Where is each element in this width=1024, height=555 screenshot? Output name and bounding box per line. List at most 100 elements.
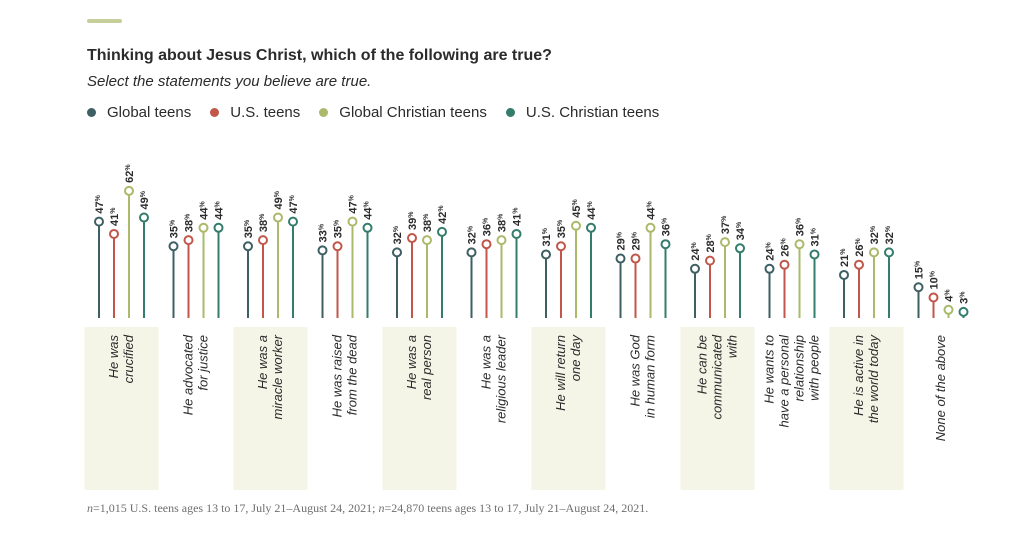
lollipop-point xyxy=(407,233,417,244)
lollipop-point xyxy=(943,304,954,315)
data-label: 38% xyxy=(422,213,434,232)
data-label-value: 32 xyxy=(884,232,896,244)
data-label-suffix: % xyxy=(691,242,698,249)
data-label-suffix: % xyxy=(766,242,773,249)
data-label: 39% xyxy=(407,211,419,230)
legend-swatch xyxy=(505,108,515,117)
data-label-suffix: % xyxy=(855,237,862,244)
lollipop-point xyxy=(422,235,432,246)
data-label-suffix: % xyxy=(915,260,922,267)
data-label-suffix: % xyxy=(125,164,132,171)
category-label-line: He wants to xyxy=(762,335,777,404)
data-label-value: 44 xyxy=(199,207,211,220)
category-label-line: He was a xyxy=(479,335,494,389)
category-label: He was amiracle worker xyxy=(255,334,285,419)
data-label: 37% xyxy=(720,215,732,234)
data-label: 47% xyxy=(288,194,300,213)
data-label: 38% xyxy=(497,213,509,232)
data-label-value: 32 xyxy=(392,232,404,244)
data-label-value: 38 xyxy=(184,220,196,232)
category-label-line: He was God xyxy=(628,334,643,406)
data-label: 24% xyxy=(765,242,777,261)
data-label-suffix: % xyxy=(721,215,728,222)
data-label-suffix: % xyxy=(811,227,818,234)
data-label: 26% xyxy=(854,237,866,256)
data-label: 10% xyxy=(929,270,941,289)
lollipop-point xyxy=(332,241,343,252)
data-label: 38% xyxy=(184,213,196,232)
category-label: He wascrucified xyxy=(106,334,136,383)
lollipop-point xyxy=(437,226,447,237)
data-label: 35% xyxy=(333,219,345,238)
footnote: n=1,015 U.S. teens ages 13 to 17, July 2… xyxy=(87,501,648,516)
lollipop-point xyxy=(392,247,402,258)
data-label-suffix: % xyxy=(587,201,594,208)
category-label: None of the above xyxy=(933,335,948,441)
data-label: 44% xyxy=(646,201,658,220)
lollipop-point xyxy=(869,247,879,258)
data-label-suffix: % xyxy=(170,219,177,226)
data-label-suffix: % xyxy=(885,225,892,232)
category-band xyxy=(84,327,159,490)
data-label-suffix: % xyxy=(572,199,579,206)
lollipop-point xyxy=(913,282,924,293)
data-label-value: 47 xyxy=(348,201,360,213)
lollipop-point xyxy=(571,220,581,231)
lollipop-point xyxy=(139,212,149,223)
data-label-value: 44 xyxy=(363,207,375,220)
lollipop-point xyxy=(809,249,820,260)
data-label-suffix: % xyxy=(930,270,937,277)
data-label-value: 49 xyxy=(139,197,151,209)
category-label: He was raisedfrom the dead xyxy=(330,334,360,417)
lollipop-point xyxy=(764,263,775,274)
category-label-line: He was a xyxy=(255,335,270,389)
data-label-value: 42 xyxy=(437,212,449,224)
lollipop-point xyxy=(511,228,522,239)
data-label: 32% xyxy=(869,225,881,244)
data-label: 29% xyxy=(616,231,628,250)
data-label-value: 32 xyxy=(467,232,479,244)
data-label: 28% xyxy=(705,233,717,252)
lollipop-point xyxy=(615,253,626,264)
lollipop-point xyxy=(124,185,134,196)
data-label-value: 41 xyxy=(109,214,121,226)
data-label-value: 3 xyxy=(959,298,971,304)
lollipop-point xyxy=(884,247,894,258)
data-label-value: 37 xyxy=(720,222,732,234)
legend-swatch xyxy=(319,108,329,117)
data-label-value: 49 xyxy=(273,197,285,209)
footnote-text-global: =24,870 teens ages 13 to 17, July 21–Aug… xyxy=(384,501,649,515)
category-band xyxy=(680,327,755,490)
data-label-suffix: % xyxy=(513,207,520,214)
category-label: He was areal person xyxy=(404,335,434,400)
category-label-line: the world today xyxy=(866,334,881,424)
category-label: He was Godin human form xyxy=(628,334,658,418)
category-label: He was areligious leader xyxy=(479,334,509,423)
data-label-value: 36 xyxy=(482,224,494,236)
category-label-line: from the dead xyxy=(345,334,360,415)
category-label-line: None of the above xyxy=(933,335,948,441)
lollipop-point xyxy=(168,241,179,252)
data-label-value: 38 xyxy=(258,220,270,232)
data-label-suffix: % xyxy=(617,231,624,238)
data-label: 32% xyxy=(392,225,404,244)
data-label-value: 26 xyxy=(854,244,866,256)
category-label-line: He can be xyxy=(695,335,710,394)
data-label-value: 36 xyxy=(661,224,673,236)
category-label-line: miracle worker xyxy=(270,334,285,419)
data-label-suffix: % xyxy=(274,190,281,197)
data-label-suffix: % xyxy=(736,221,743,228)
lollipop-point xyxy=(928,292,939,303)
data-label-value: 31 xyxy=(541,234,553,246)
lollipop-point xyxy=(779,259,790,270)
category-label-line: for justice xyxy=(196,335,211,391)
data-label-suffix: % xyxy=(110,207,117,214)
lollipop-point xyxy=(854,259,864,270)
data-label: 44% xyxy=(214,201,226,220)
data-label-suffix: % xyxy=(259,213,266,220)
data-label-value: 4 xyxy=(944,295,956,302)
data-label-value: 29 xyxy=(616,238,628,250)
lollipop-point xyxy=(556,241,566,252)
category-label-line: with xyxy=(725,335,740,358)
data-label: 3% xyxy=(959,291,971,304)
